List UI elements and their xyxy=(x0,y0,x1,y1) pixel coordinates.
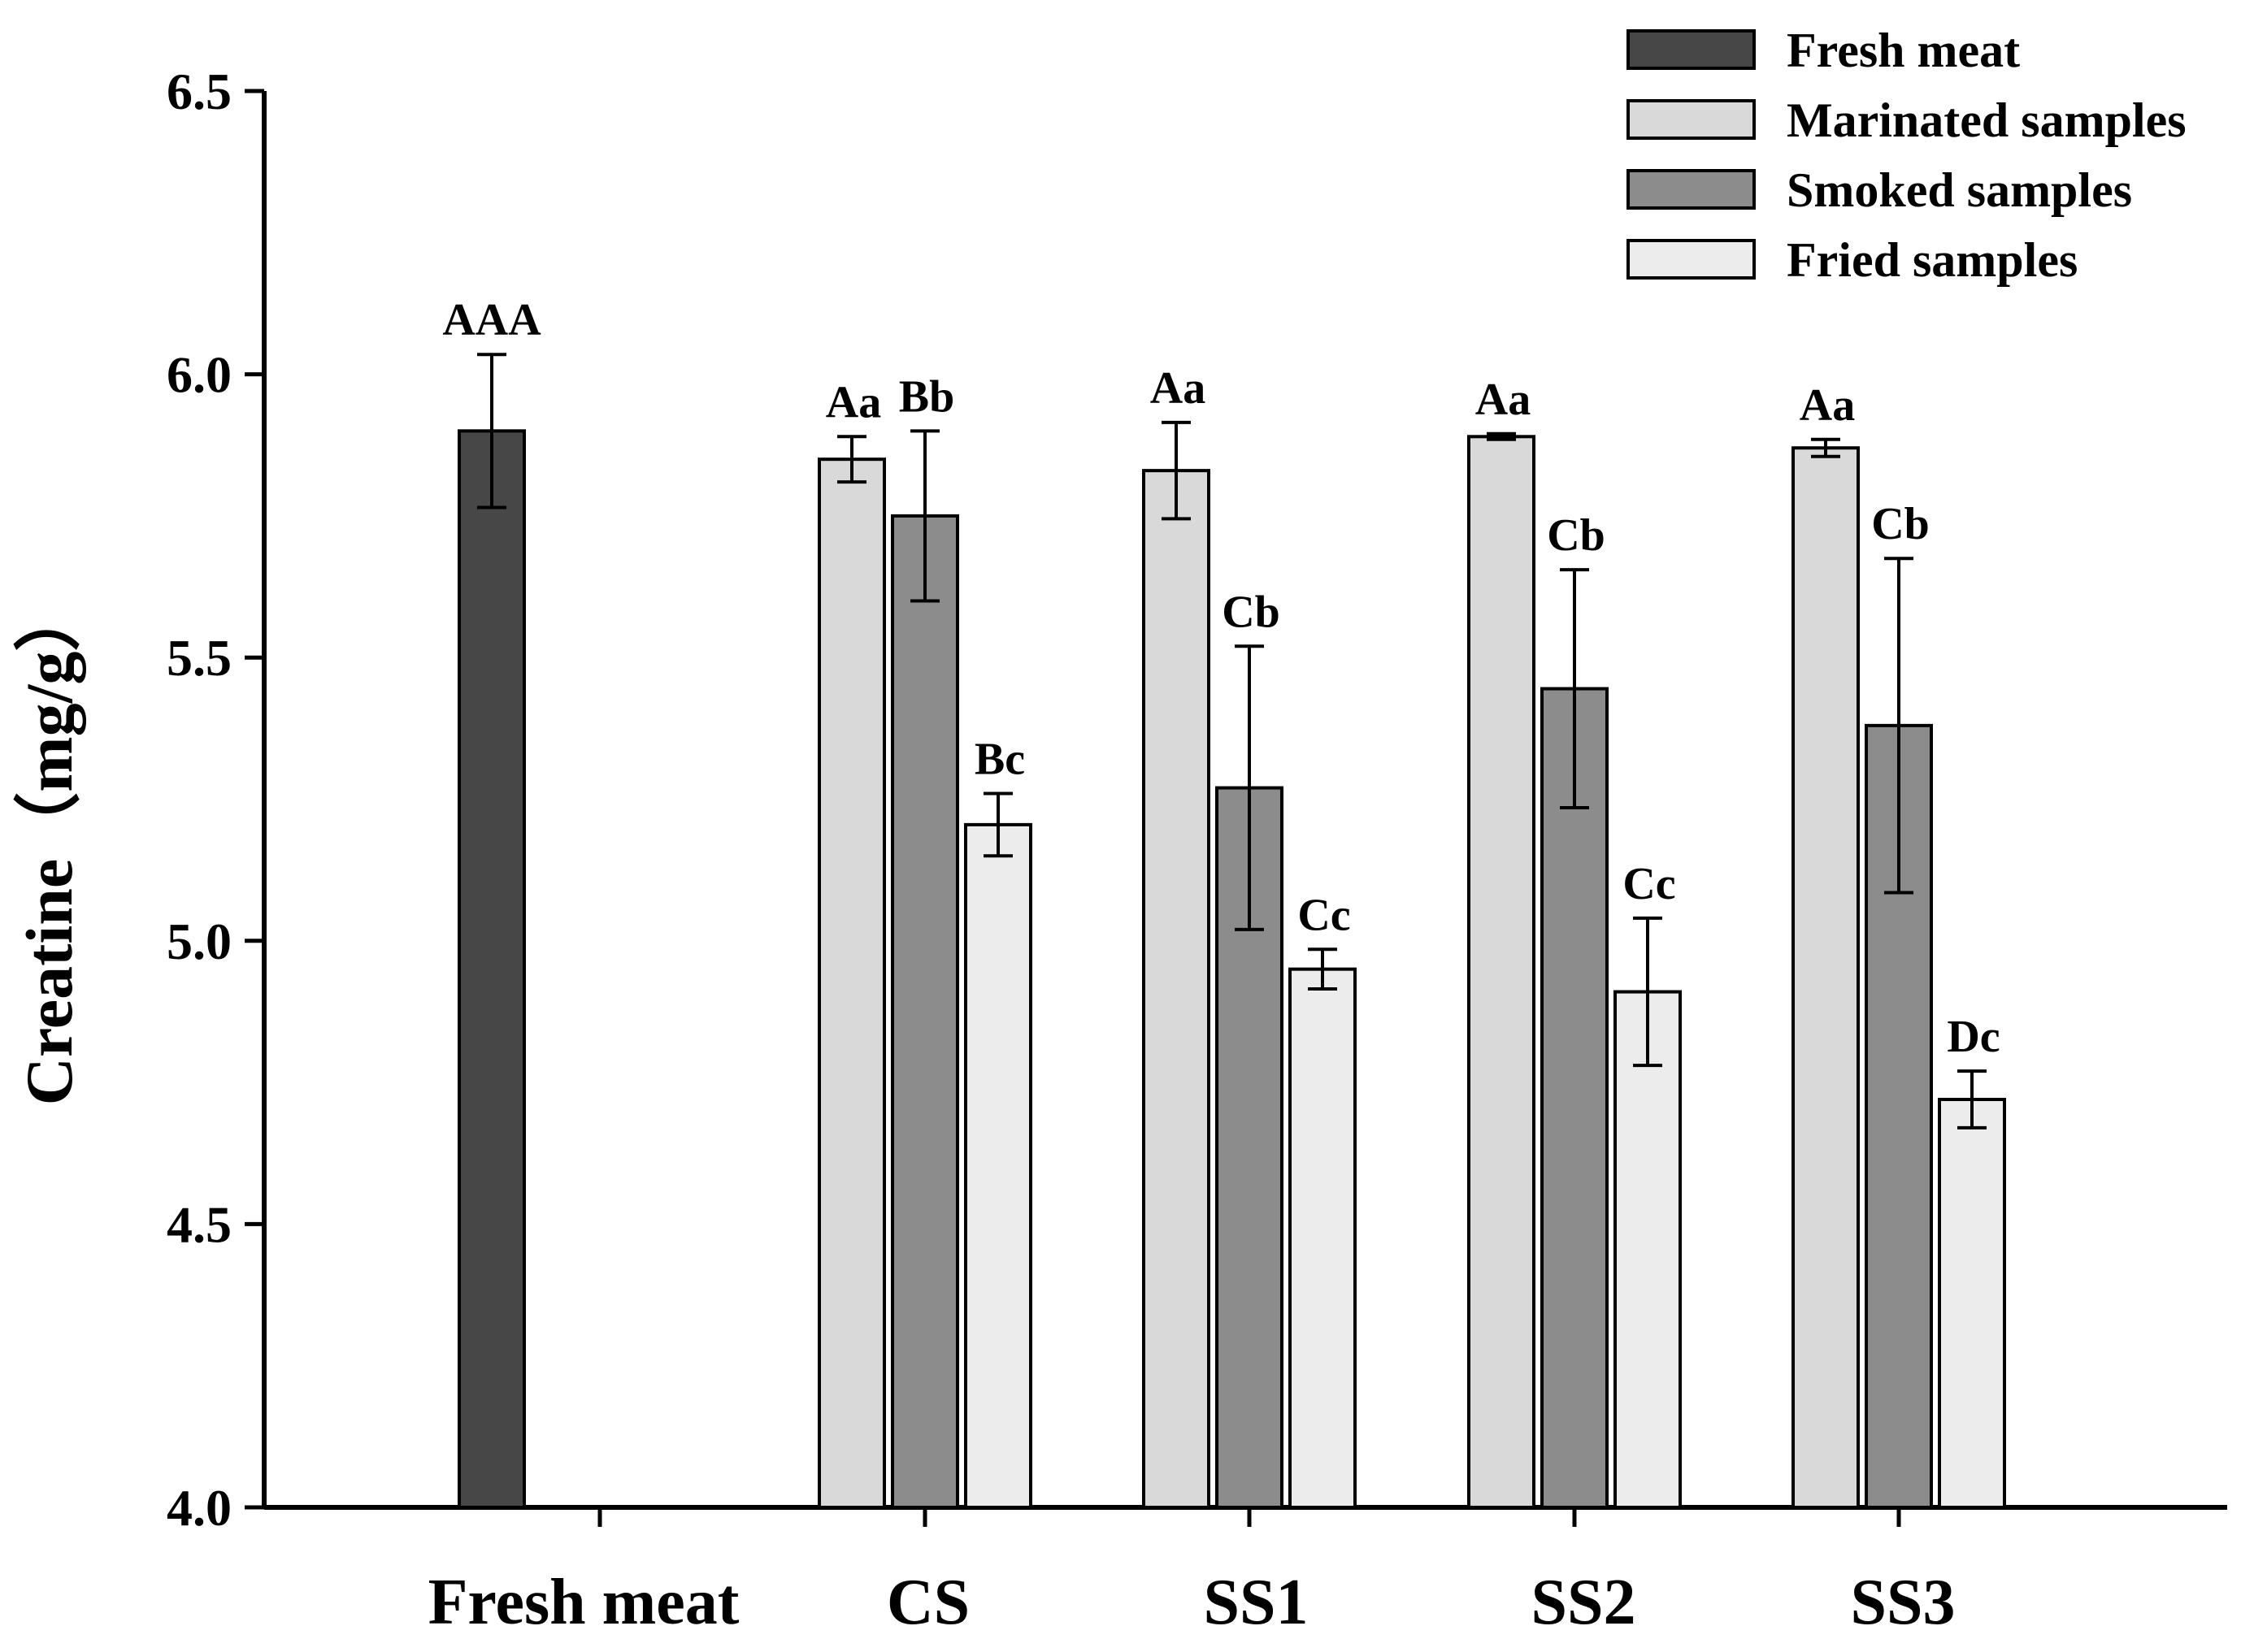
legend-swatch xyxy=(1626,29,1756,70)
category-label: Fresh meat xyxy=(428,1567,740,1638)
category-label: SS3 xyxy=(1851,1567,1956,1638)
category-label: SS1 xyxy=(1204,1567,1309,1638)
significance-label: Aa xyxy=(826,377,881,427)
significance-label: Cc xyxy=(1297,890,1350,940)
significance-label: Cb xyxy=(1222,587,1280,637)
significance-label: Cb xyxy=(1871,499,1930,549)
category-labels: Fresh meat CS SS1 SS2 SS3 xyxy=(428,1567,1956,1638)
y-tick-label: 6.0 xyxy=(167,346,232,404)
significance-label: AAA xyxy=(442,295,541,345)
category-label: CS xyxy=(887,1567,970,1638)
significance-label: Aa xyxy=(1150,363,1205,414)
x-ticks xyxy=(597,1507,1901,1527)
bar-smoked-samples xyxy=(1540,687,1609,1509)
bar-marinated-samples xyxy=(818,457,886,1509)
y-tick-label: 4.0 xyxy=(167,1479,232,1537)
bars xyxy=(458,429,2006,1510)
significance-label: Cb xyxy=(1547,510,1605,561)
significance-label: Cc xyxy=(1622,859,1675,909)
legend-label: Marinated samples xyxy=(1787,93,2187,147)
legend: Fresh meat Marinated samples Smoked sample… xyxy=(1626,24,2187,287)
y-axis-label: Creatine（mg/g） xyxy=(12,585,86,1106)
y-ticks: 4.0 4.5 5.0 5.5 6.0 6.5 xyxy=(167,63,264,1537)
significance-label: Bb xyxy=(899,371,955,422)
y-tick-label: 6.5 xyxy=(167,63,232,120)
bar-fried-samples xyxy=(964,822,1032,1509)
bar-fried-samples xyxy=(1938,1098,2006,1509)
bar-smoked-samples xyxy=(891,514,959,1509)
legend-swatch xyxy=(1626,239,1756,280)
legend-label: Fresh meat xyxy=(1787,24,2020,77)
legend-label: Smoked samples xyxy=(1787,163,2132,217)
category-label: SS2 xyxy=(1531,1567,1636,1638)
y-tick-label: 4.5 xyxy=(167,1195,232,1253)
y-tick-label: 5.0 xyxy=(167,913,232,970)
legend-swatch xyxy=(1626,169,1756,210)
error-bars xyxy=(477,353,1987,1130)
legend-label: Fried samples xyxy=(1787,233,2078,287)
bar-fresh-meat xyxy=(458,429,526,1510)
significance-label: Aa xyxy=(1475,375,1531,425)
significance-label: Dc xyxy=(1947,1012,2000,1062)
bar-marinated-samples xyxy=(1142,469,1210,1509)
legend-swatch xyxy=(1626,99,1756,140)
bar-marinated-samples xyxy=(1467,435,1535,1509)
y-tick-label: 5.5 xyxy=(167,629,232,687)
bar-fried-samples xyxy=(1288,967,1357,1510)
significance-label: Bc xyxy=(975,735,1025,785)
bar-marinated-samples xyxy=(1791,446,1860,1510)
significance-label: Aa xyxy=(1800,380,1855,431)
significance-labels: AAA Aa Aa Aa Aa Bb Cb Cb Cb Bc Cc Cc Dc xyxy=(442,295,2000,1062)
bar-fried-samples xyxy=(1613,990,1682,1509)
